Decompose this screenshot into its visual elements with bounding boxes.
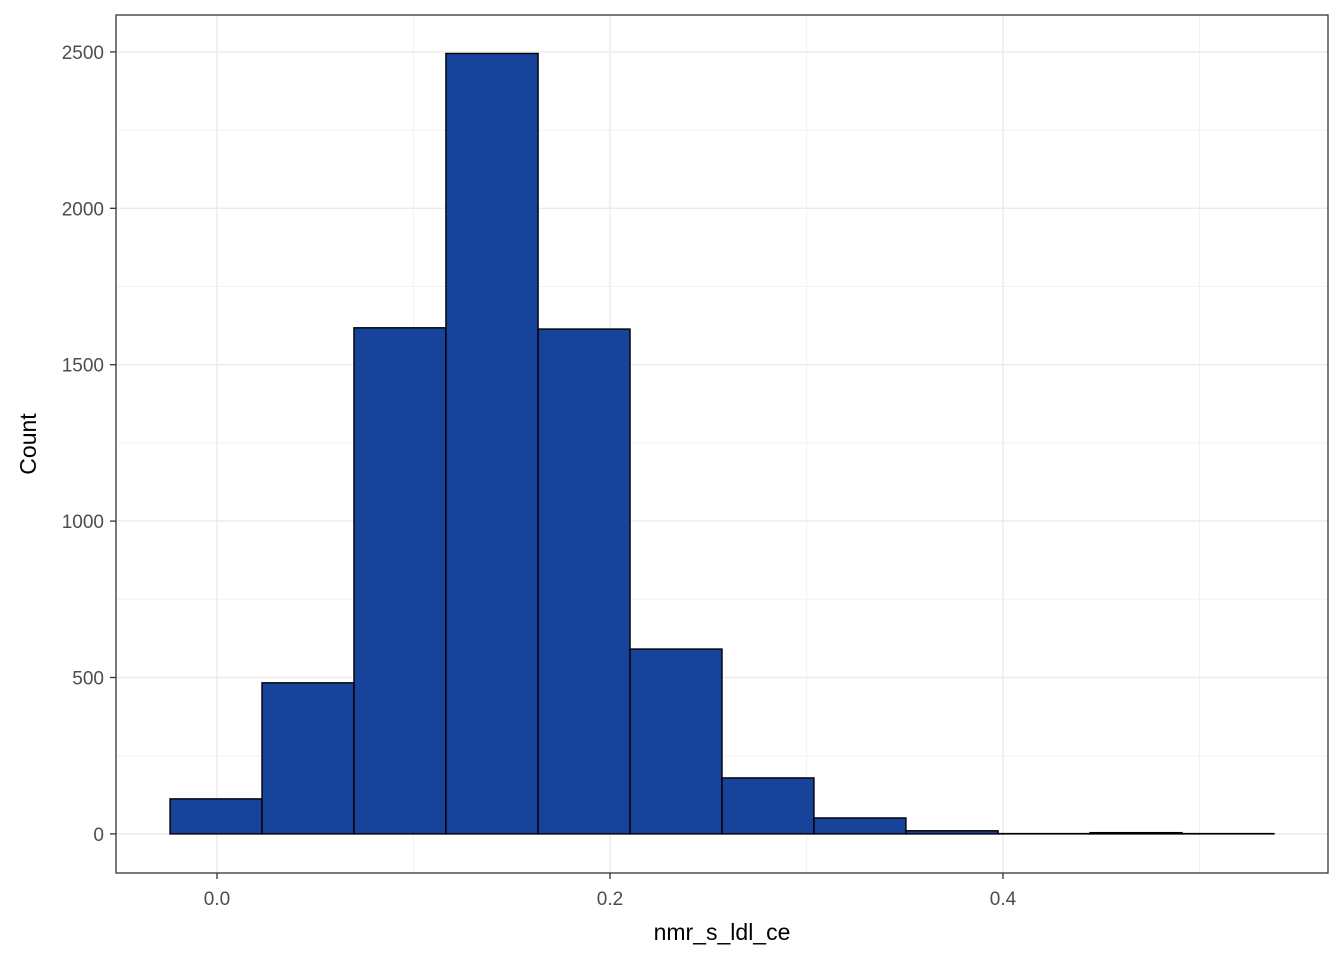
x-axis-title: nmr_s_ldl_ce — [654, 919, 791, 945]
bar — [721, 777, 815, 835]
y-tick-label: 1500 — [62, 356, 104, 377]
bars — [169, 52, 1275, 835]
y-tick-label: 0 — [93, 825, 104, 846]
bar — [445, 52, 539, 835]
y-tick-label: 2500 — [62, 43, 104, 64]
axes: 0.0 0.2 0.4 0 500 1000 1500 2000 2500 — [62, 43, 1017, 910]
x-tick-label: 0.2 — [597, 889, 623, 910]
y-tick-label: 2000 — [62, 199, 104, 220]
bar — [353, 327, 447, 835]
bar — [813, 817, 907, 835]
bar — [629, 648, 723, 835]
panel-border — [115, 14, 1329, 874]
y-tick-label: 500 — [72, 669, 104, 690]
bar — [169, 798, 263, 835]
bar — [1089, 831, 1183, 835]
bar — [261, 682, 355, 835]
x-tick-label: 0.0 — [204, 889, 230, 910]
x-tick-label: 0.4 — [990, 889, 1017, 910]
y-tick-label: 1000 — [62, 512, 104, 533]
bar — [905, 830, 999, 835]
y-axis-title: Count — [15, 413, 41, 475]
bar — [537, 328, 631, 835]
